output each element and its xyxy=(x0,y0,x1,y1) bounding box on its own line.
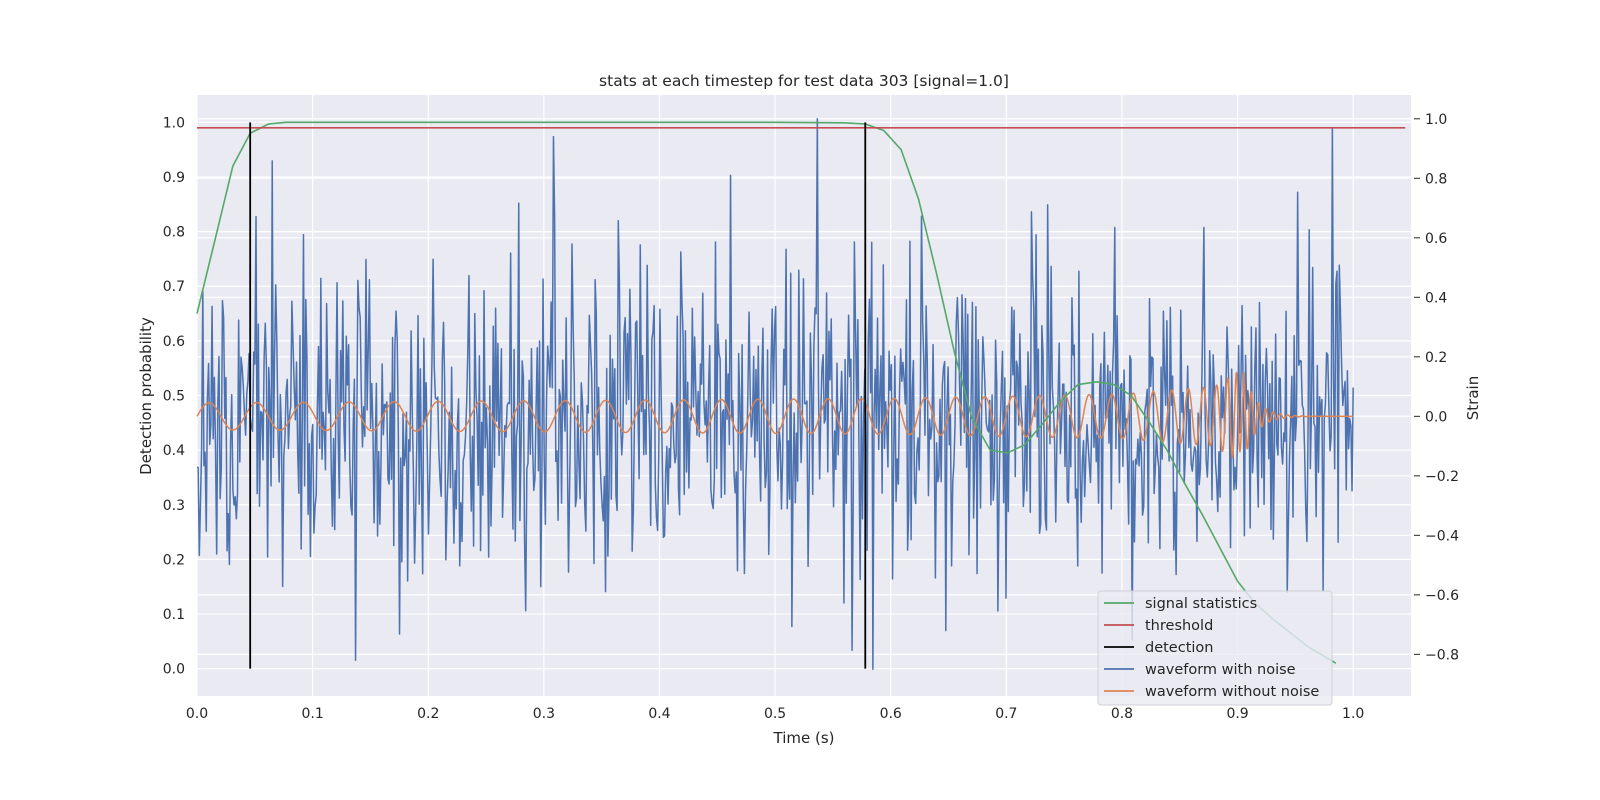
legend-label-waveform-with-noise: waveform with noise xyxy=(1145,662,1296,678)
x-tick-label: 0.5 xyxy=(764,706,786,722)
y-left-tick-label: 0.4 xyxy=(163,443,185,459)
x-tick-label: 0.3 xyxy=(533,706,555,722)
chart-title: stats at each timestep for test data 303… xyxy=(599,72,1009,90)
x-tick-label: 1.0 xyxy=(1342,706,1364,722)
y-axis-left-label: Detection probability xyxy=(137,317,155,475)
y-left-tick-label: 0.6 xyxy=(163,334,185,350)
x-tick-label: 0.8 xyxy=(1111,706,1133,722)
x-tick-label: 0.1 xyxy=(301,706,323,722)
legend-label-detection: detection xyxy=(1145,640,1213,656)
y-left-tick-label: 0.5 xyxy=(163,389,185,405)
legend-label-waveform-without-noise: waveform without noise xyxy=(1145,684,1319,700)
x-axis-ticks: 0.0 0.1 0.2 0.3 0.4 0.5 0.6 0.7 0.8 0.9 1.0 xyxy=(186,706,1364,722)
legend-label-threshold: threshold xyxy=(1145,618,1213,634)
legend-label-signal-statistics: signal statistics xyxy=(1145,596,1257,612)
x-tick-label: 0.4 xyxy=(648,706,670,722)
y-right-tick-label: 0.6 xyxy=(1425,231,1447,247)
y-right-tick-label: −0.4 xyxy=(1425,528,1459,544)
y-right-tick-label: 1.0 xyxy=(1425,112,1447,128)
y-axis-left-ticks: 0.0 0.1 0.2 0.3 0.4 0.5 0.6 0.7 0.8 0.9 1.0 xyxy=(163,115,185,677)
legend-box xyxy=(1097,590,1333,706)
x-tick-label: 0.6 xyxy=(880,706,902,722)
series-waveform-with-noise xyxy=(196,118,1354,670)
y-axis-right-label: Strain xyxy=(1464,376,1482,420)
legend: signal statistics threshold detection wa… xyxy=(1097,590,1333,706)
y-left-tick-label: 0.9 xyxy=(163,170,185,186)
y-left-tick-label: 0.3 xyxy=(163,498,185,514)
x-axis-label: Time (s) xyxy=(773,729,835,747)
x-tick-label: 0.7 xyxy=(995,706,1017,722)
y-left-tick-label: 0.7 xyxy=(163,279,185,295)
y-right-tick-label: 0.4 xyxy=(1425,290,1447,306)
series-waveform-without-noise xyxy=(196,371,1354,459)
y-right-tick-label: −0.2 xyxy=(1425,469,1459,485)
y-right-tick-label: −0.8 xyxy=(1425,647,1459,663)
series-layer xyxy=(196,118,1406,670)
y-right-tick-label: −0.6 xyxy=(1425,588,1459,604)
y-right-tick-label: 0.2 xyxy=(1425,350,1447,366)
x-tick-label: 0.9 xyxy=(1226,706,1248,722)
y-left-tick-label: 0.1 xyxy=(163,607,185,623)
y-axis-right-ticks: −0.8 −0.6 −0.4 −0.2 0.0 0.2 0.4 0.6 0.8 1.0 xyxy=(1414,112,1459,663)
y-right-tick-label: 0.0 xyxy=(1425,409,1447,425)
x-tick-label: 0.2 xyxy=(417,706,439,722)
y-left-tick-label: 0.2 xyxy=(163,552,185,568)
y-left-tick-label: 1.0 xyxy=(163,115,185,131)
x-tick-label: 0.0 xyxy=(186,706,208,722)
y-right-tick-label: 0.8 xyxy=(1425,171,1447,187)
y-left-tick-label: 0.8 xyxy=(163,225,185,241)
y-left-tick-label: 0.0 xyxy=(163,662,185,678)
series-signal-statistics xyxy=(196,121,1337,664)
